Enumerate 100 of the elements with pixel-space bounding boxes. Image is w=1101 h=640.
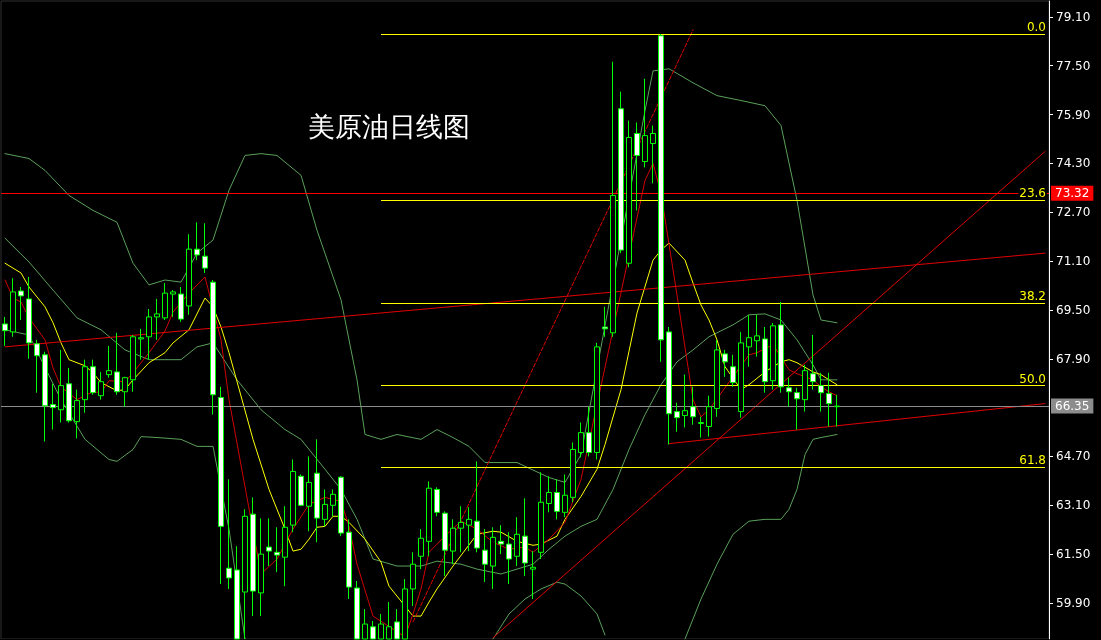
y-tick-label: 59.90 <box>1056 595 1091 610</box>
y-tick-label: 71.10 <box>1056 254 1091 269</box>
y-tick-label: 64.70 <box>1056 449 1091 464</box>
ref-line-label: 73.32 <box>1055 186 1090 201</box>
candlestick <box>330 488 336 517</box>
candlestick <box>426 480 432 557</box>
candlestick <box>474 460 480 553</box>
candlestick <box>762 326 768 394</box>
candlestick <box>2 316 8 347</box>
candlestick <box>642 78 648 168</box>
y-tick-label: 77.50 <box>1056 58 1091 73</box>
candlestick <box>810 334 816 391</box>
candlestick <box>306 455 312 532</box>
annotation: 38.2 <box>1019 288 1046 303</box>
candlestick <box>162 282 168 321</box>
candlestick <box>98 371 104 401</box>
y-tick-label: 61.50 <box>1056 547 1091 562</box>
candlestick <box>74 389 80 439</box>
ref-line-label: 66.35 <box>1055 399 1090 414</box>
candlestick <box>554 478 560 520</box>
candlestick <box>506 531 512 585</box>
candlestick <box>250 496 256 617</box>
candlestick <box>658 33 664 363</box>
candlestick <box>202 222 208 274</box>
candlestick <box>314 438 320 543</box>
y-tick-label: 69.50 <box>1056 302 1091 317</box>
candlestick <box>706 395 712 438</box>
candlestick <box>666 326 672 446</box>
candlestick <box>778 301 784 394</box>
candlestick <box>186 233 192 316</box>
candlestick <box>610 61 616 338</box>
candlestick <box>834 394 840 428</box>
candlestick <box>210 279 216 416</box>
candlestick <box>322 488 328 527</box>
candlestick <box>338 475 344 537</box>
candlestick <box>466 506 472 552</box>
candlestick <box>282 505 288 587</box>
candlestick <box>818 372 824 413</box>
candlestick <box>274 526 280 573</box>
candlestick <box>730 354 736 388</box>
candlestick <box>130 334 136 393</box>
line-series <box>492 581 606 640</box>
y-tick-label: 79.10 <box>1056 9 1091 24</box>
annotation: 0.0 <box>1026 19 1046 34</box>
candlestick <box>626 120 632 268</box>
annotation: 50.0 <box>1019 371 1046 386</box>
candlestick <box>498 524 504 555</box>
candlestick <box>570 441 576 503</box>
candlestick <box>522 497 528 577</box>
candlestick <box>754 314 760 358</box>
candlestick <box>266 517 272 567</box>
candlestick <box>634 121 640 211</box>
candlestick <box>218 386 224 585</box>
candlestick <box>770 322 776 391</box>
candlestick <box>786 377 792 408</box>
candlestick <box>722 349 728 378</box>
annotation: 23.6 <box>1019 186 1046 201</box>
annotation: 61.8 <box>1019 453 1046 468</box>
candlestick <box>90 359 96 396</box>
candlestick <box>154 298 160 341</box>
candlestick <box>290 459 296 533</box>
candlestick <box>546 475 552 513</box>
candlestick <box>418 528 424 570</box>
candlestick <box>178 286 184 323</box>
candlestick <box>746 314 752 368</box>
line-series <box>4 68 838 483</box>
candlestick <box>106 345 112 379</box>
candlestick <box>194 221 200 261</box>
candlestick <box>482 528 488 583</box>
candlestick <box>122 376 128 408</box>
candlestick <box>714 339 720 418</box>
candlestick <box>826 372 832 428</box>
candlestick <box>42 351 48 442</box>
candlestick <box>578 422 584 458</box>
candlestick <box>698 416 704 439</box>
candlestick <box>514 516 520 567</box>
candlestick <box>138 328 144 361</box>
candlestick <box>58 349 64 424</box>
candlestick <box>594 342 600 461</box>
candlestick <box>586 406 592 457</box>
candlestick <box>618 91 624 254</box>
candlestick <box>538 471 544 560</box>
candlestick <box>18 286 24 321</box>
candlestick <box>650 125 656 184</box>
y-tick-label: 72.70 <box>1056 205 1091 220</box>
candlestick <box>450 518 456 565</box>
candlestick <box>410 551 416 607</box>
candlestick <box>682 374 688 428</box>
line-series <box>684 433 838 640</box>
candlestick <box>802 364 808 413</box>
candlestick <box>490 526 496 590</box>
candlestick <box>562 473 568 518</box>
candlestick <box>530 550 536 600</box>
candlestick <box>26 276 32 360</box>
candlestick <box>674 402 680 433</box>
candlestick <box>442 510 448 577</box>
candlestick <box>170 289 176 318</box>
candlestick <box>602 306 608 338</box>
y-tick-label: 75.90 <box>1056 107 1091 122</box>
candlestick <box>434 486 440 517</box>
